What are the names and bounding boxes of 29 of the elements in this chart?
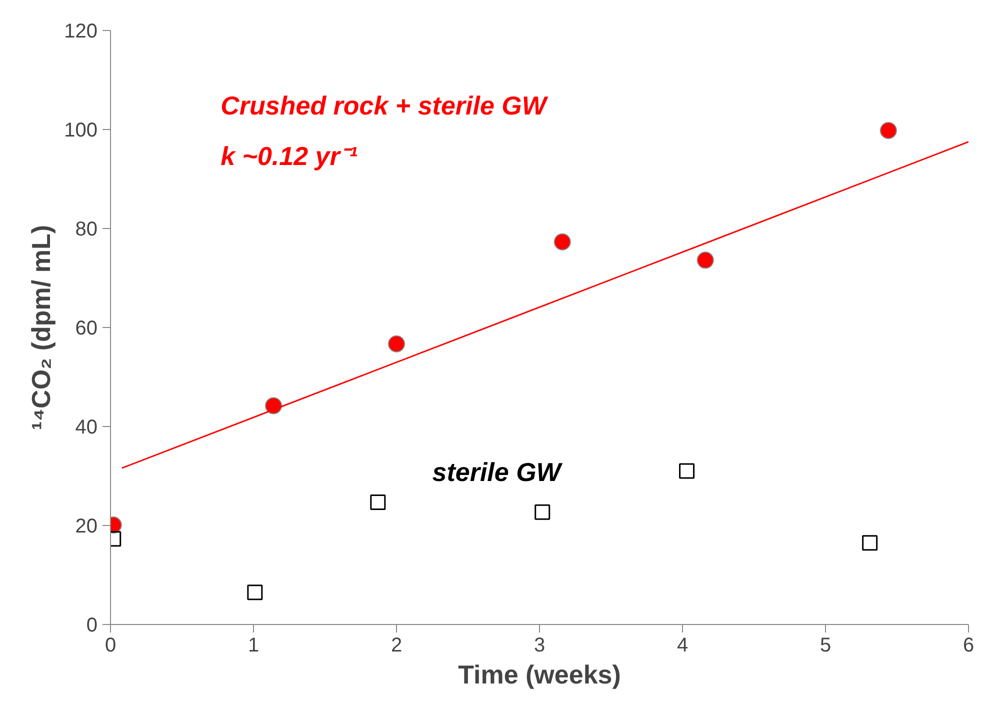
point	[265, 397, 282, 414]
point	[247, 584, 263, 600]
point	[554, 233, 571, 250]
y-tick-label: 20	[75, 516, 98, 538]
point	[696, 252, 714, 269]
x-tick-label: 5	[820, 634, 832, 656]
y-tick-label: 120	[64, 20, 98, 42]
annotation: Crushed rock + sterile GW	[220, 90, 549, 121]
point	[534, 504, 550, 520]
x-tick-label: 6	[962, 634, 974, 656]
x-tick-label: 1	[248, 634, 260, 656]
y-tick-label: 80	[75, 218, 98, 240]
y-axis-title: ¹⁴CO₂ (dpm/ mL)	[26, 225, 56, 430]
x-axis-title: Time (weeks)	[458, 660, 621, 690]
series-label: sterile GW	[432, 457, 564, 488]
y-tick-label: 60	[75, 318, 98, 340]
point	[862, 535, 878, 551]
point	[880, 122, 897, 139]
point	[388, 335, 405, 352]
y-tick-label: 100	[64, 120, 98, 142]
x-tick-label: 4	[676, 634, 688, 656]
annotation: k ~0.12 yr⁻¹	[220, 141, 358, 172]
x-tick-label: 3	[534, 634, 546, 656]
y-tick-label: 0	[86, 614, 98, 636]
y-tick-label: 40	[75, 416, 98, 438]
point	[679, 463, 695, 479]
x-tick-label: 0	[104, 634, 116, 656]
point	[370, 494, 386, 510]
x-tick-label: 2	[390, 634, 402, 656]
